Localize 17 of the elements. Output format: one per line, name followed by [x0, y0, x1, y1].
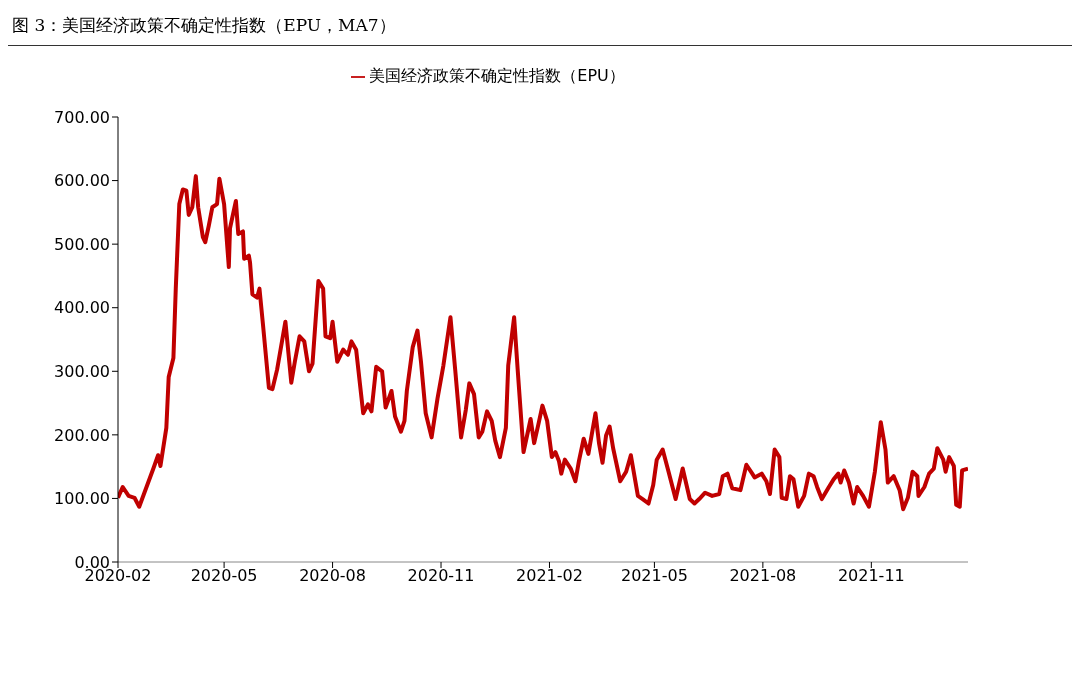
chart-title: 图 3：美国经济政策不确定性指数（EPU，MA7） [8, 8, 1072, 46]
y-tick-label: 200.00 [54, 425, 110, 445]
x-tick-label: 2021-02 [516, 566, 583, 586]
x-tick-label: 2020-11 [407, 566, 475, 586]
y-tick-label: 500.00 [54, 234, 110, 254]
x-tick-label: 2021-08 [729, 566, 797, 586]
y-tick-label: 700.00 [54, 107, 110, 127]
y-tick-label: 100.00 [54, 489, 110, 509]
x-tick-label: 2020-05 [190, 566, 258, 586]
y-tick-label: 300.00 [54, 361, 110, 381]
x-tick-label: 2020-08 [299, 566, 366, 586]
x-tick-label: 2021-05 [620, 566, 688, 586]
line-series [118, 174, 968, 512]
x-tick-label: 2021-11 [837, 566, 905, 586]
y-tick-label: 600.00 [54, 171, 110, 191]
y-tick-label: 400.00 [54, 298, 110, 318]
legend-label: 美国经济政策不确定性指数（EPU） [369, 66, 625, 85]
